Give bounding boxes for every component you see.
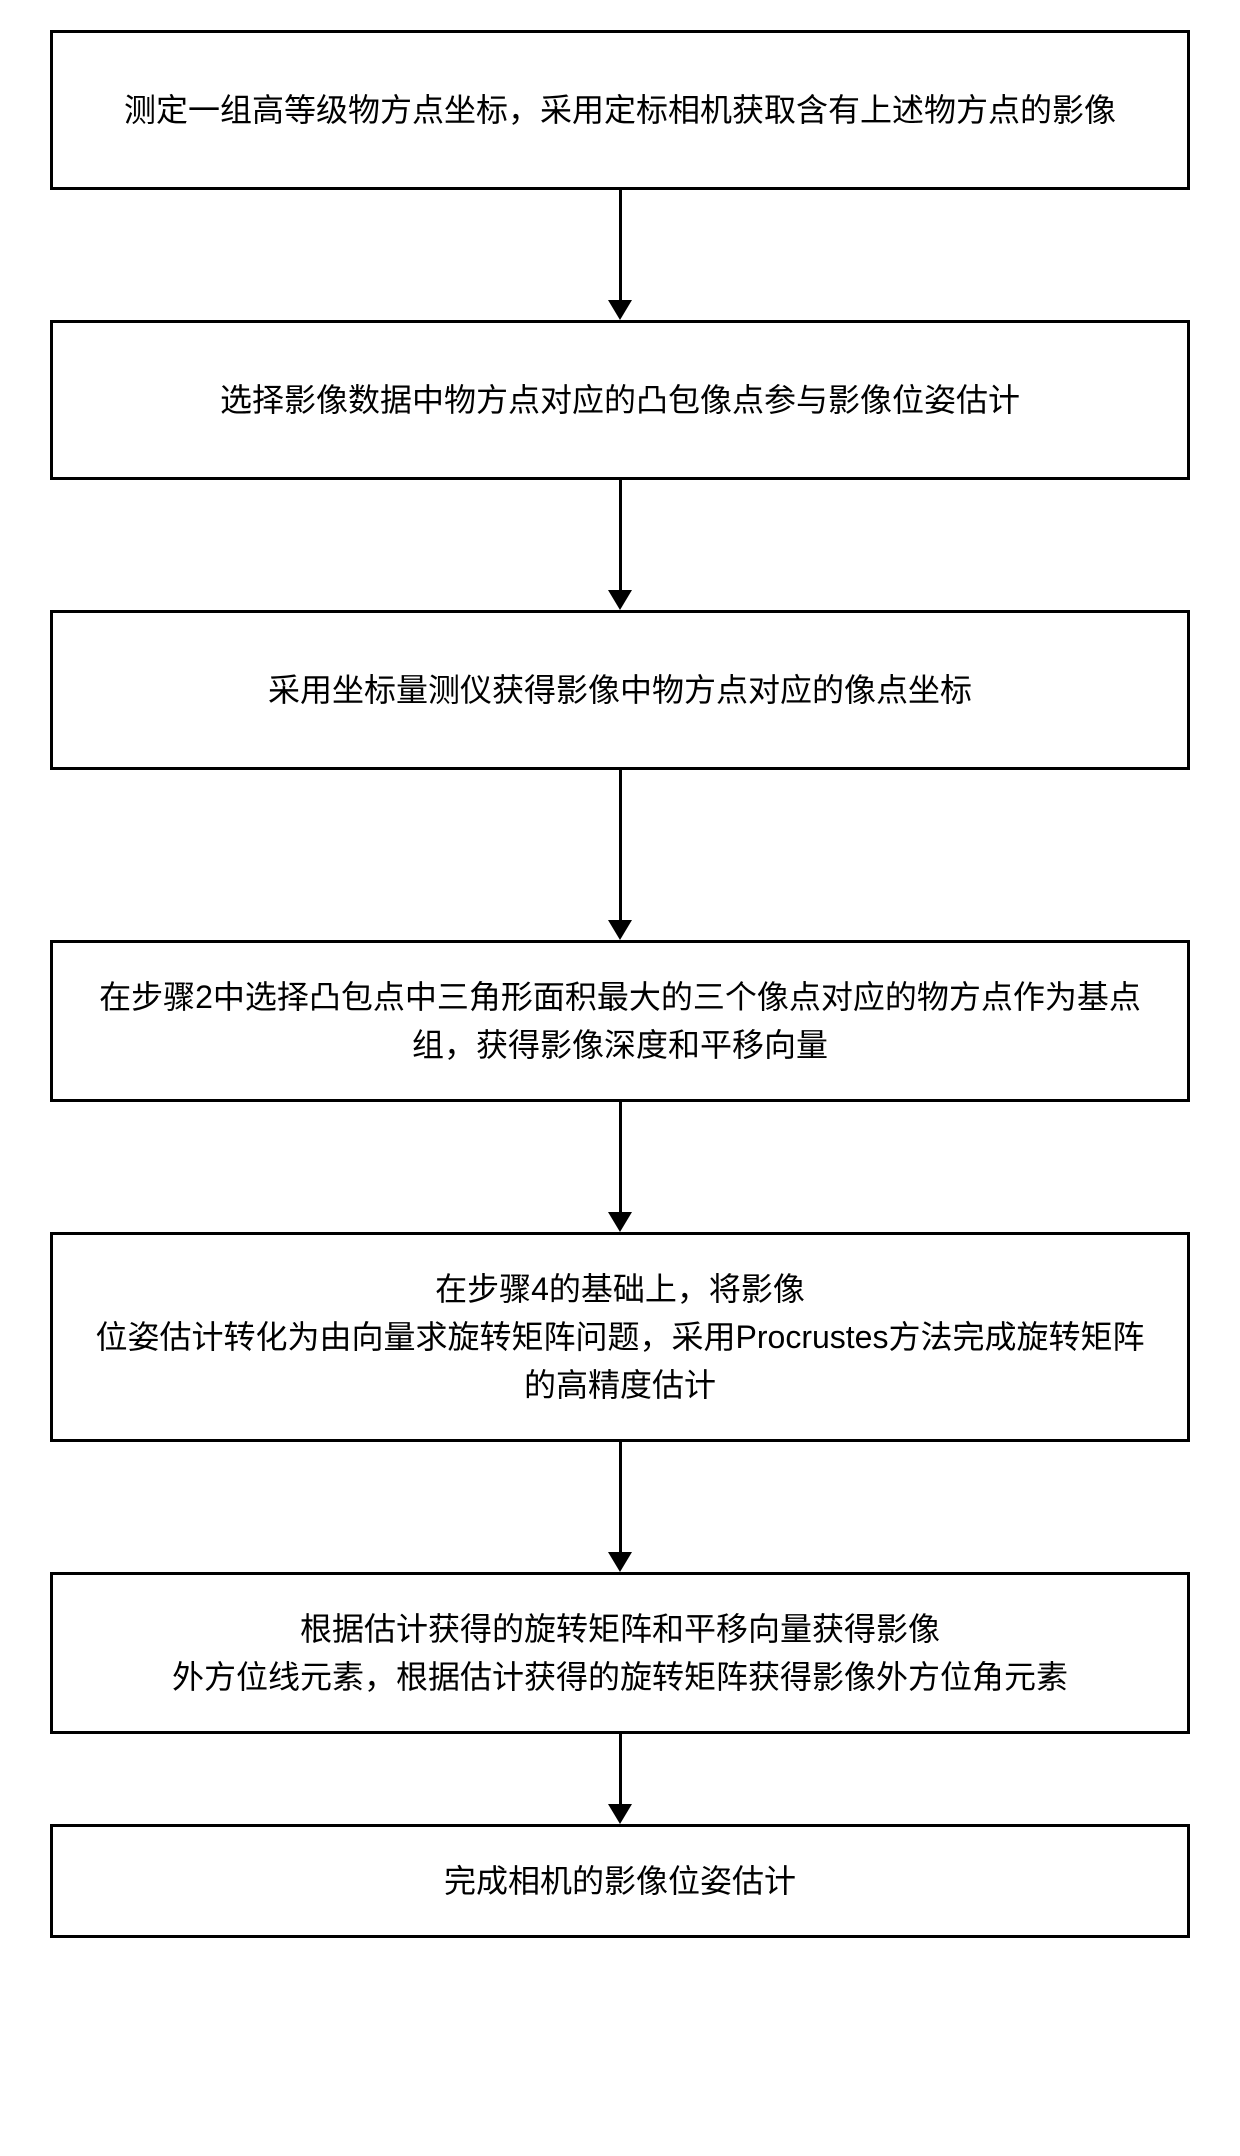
flowchart-step-1: 测定一组高等级物方点坐标，采用定标相机获取含有上述物方点的影像 bbox=[50, 30, 1190, 190]
flowchart-step-7: 完成相机的影像位姿估计 bbox=[50, 1824, 1190, 1938]
arrow-head bbox=[608, 300, 632, 320]
arrow-head bbox=[608, 1552, 632, 1572]
arrow-line bbox=[619, 770, 622, 920]
flowchart-arrow bbox=[608, 480, 632, 610]
flowchart-step-6: 根据估计获得的旋转矩阵和平移向量获得影像 外方位线元素，根据估计获得的旋转矩阵获… bbox=[50, 1572, 1190, 1734]
flowchart-step-4: 在步骤2中选择凸包点中三角形面积最大的三个像点对应的物方点作为基点组，获得影像深… bbox=[50, 940, 1190, 1102]
step-text: 完成相机的影像位姿估计 bbox=[444, 1857, 796, 1905]
step-text: 在步骤4的基础上，将影像 位姿估计转化为由向量求旋转矩阵问题，采用Procrus… bbox=[93, 1265, 1147, 1409]
flowchart-container: 测定一组高等级物方点坐标，采用定标相机获取含有上述物方点的影像 选择影像数据中物… bbox=[50, 30, 1190, 1938]
flowchart-step-3: 采用坐标量测仪获得影像中物方点对应的像点坐标 bbox=[50, 610, 1190, 770]
arrow-line bbox=[619, 190, 622, 300]
arrow-head bbox=[608, 590, 632, 610]
flowchart-step-2: 选择影像数据中物方点对应的凸包像点参与影像位姿估计 bbox=[50, 320, 1190, 480]
step-text: 选择影像数据中物方点对应的凸包像点参与影像位姿估计 bbox=[220, 376, 1020, 424]
step-text: 根据估计获得的旋转矩阵和平移向量获得影像 外方位线元素，根据估计获得的旋转矩阵获… bbox=[172, 1605, 1068, 1701]
flowchart-arrow bbox=[608, 1734, 632, 1824]
arrow-line bbox=[619, 480, 622, 590]
flowchart-step-5: 在步骤4的基础上，将影像 位姿估计转化为由向量求旋转矩阵问题，采用Procrus… bbox=[50, 1232, 1190, 1442]
arrow-head bbox=[608, 1212, 632, 1232]
flowchart-arrow bbox=[608, 770, 632, 940]
arrow-head bbox=[608, 1804, 632, 1824]
arrow-line bbox=[619, 1442, 622, 1552]
arrow-line bbox=[619, 1102, 622, 1212]
arrow-head bbox=[608, 920, 632, 940]
step-text: 在步骤2中选择凸包点中三角形面积最大的三个像点对应的物方点作为基点组，获得影像深… bbox=[93, 973, 1147, 1069]
flowchart-arrow bbox=[608, 1102, 632, 1232]
flowchart-arrow bbox=[608, 190, 632, 320]
arrow-line bbox=[619, 1734, 622, 1804]
flowchart-arrow bbox=[608, 1442, 632, 1572]
step-text: 测定一组高等级物方点坐标，采用定标相机获取含有上述物方点的影像 bbox=[124, 86, 1116, 134]
step-text: 采用坐标量测仪获得影像中物方点对应的像点坐标 bbox=[268, 666, 972, 714]
